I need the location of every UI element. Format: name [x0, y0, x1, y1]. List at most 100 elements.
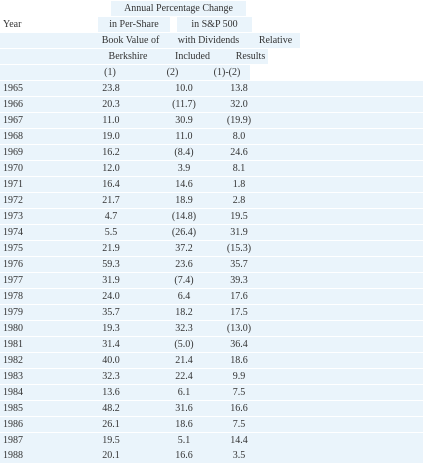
row-band: [0, 289, 423, 304]
row-band: [0, 337, 423, 352]
book-value-cell: 20.1: [102, 450, 120, 461]
table-row: 1987 19.5 5.1 14.4: [0, 433, 423, 449]
relative-cell: 16.6: [230, 403, 248, 414]
header-row-3: Book Value of with Dividends Relative: [0, 33, 423, 49]
header-col1-line2: Book Value of: [101, 35, 160, 46]
row-band: [0, 145, 423, 160]
year-cell: 1965: [3, 83, 23, 94]
table-row: 1971 16.4 14.6 1.8: [0, 177, 423, 193]
book-value-cell: 32.3: [102, 371, 120, 382]
book-value-cell: 31.9: [102, 275, 120, 286]
book-value-cell: 24.0: [102, 291, 120, 302]
sp500-cell: 18.2: [175, 307, 193, 318]
row-band: [0, 129, 423, 144]
header-row-4-band: [0, 49, 268, 64]
year-cell: 1976: [3, 259, 23, 270]
year-cell: 1975: [3, 243, 23, 254]
year-cell: 1973: [3, 211, 23, 222]
sp500-cell: 10.0: [175, 83, 193, 94]
header-row-5-band: [0, 65, 250, 80]
header-col1-num: (1): [104, 67, 116, 78]
year-cell: 1974: [3, 227, 23, 238]
relative-cell: 32.0: [230, 99, 248, 110]
header-col2-line2: with Dividends: [177, 35, 240, 46]
table-row: 1984 13.6 6.1 7.5: [0, 385, 423, 401]
relative-cell: 18.6: [230, 355, 248, 366]
relative-cell: 17.6: [230, 291, 248, 302]
relative-cell: (19.9): [226, 115, 252, 126]
book-value-cell: 11.0: [102, 115, 120, 126]
relative-cell: 39.3: [230, 275, 248, 286]
sp500-cell: 18.6: [175, 419, 193, 430]
relative-cell: 1.8: [232, 179, 246, 190]
sp500-cell: 5.1: [177, 435, 191, 446]
table-row: 1966 20.3 (11.7) 32.0: [0, 97, 423, 113]
sp500-cell: 30.9: [175, 115, 193, 126]
row-band: [0, 417, 423, 432]
row-band: [0, 401, 423, 416]
table-row: 1982 40.0 21.4 18.6: [0, 353, 423, 369]
sp500-cell: 21.4: [175, 355, 193, 366]
sp500-cell: 3.9: [177, 163, 191, 174]
row-band: [0, 369, 423, 384]
table-row: 1968 19.0 11.0 8.0: [0, 129, 423, 145]
year-cell: 1988: [3, 450, 23, 461]
relative-cell: 36.4: [230, 339, 248, 350]
book-value-cell: 20.3: [102, 99, 120, 110]
book-value-cell: 23.8: [102, 83, 120, 94]
year-cell: 1971: [3, 179, 23, 190]
year-cell: 1985: [3, 403, 23, 414]
row-band: [0, 209, 423, 224]
header-title: Annual Percentage Change: [111, 1, 246, 16]
table-row: 1975 21.9 37.2 (15.3): [0, 241, 423, 257]
year-cell: 1983: [3, 371, 23, 382]
header-col3-line3: Results: [235, 51, 266, 62]
table-row: 1974 5.5 (26.4) 31.9: [0, 225, 423, 241]
year-cell: 1968: [3, 131, 23, 142]
relative-cell: 13.8: [230, 83, 248, 94]
sp500-cell: 16.6: [175, 450, 193, 461]
book-value-cell: 4.7: [104, 211, 118, 222]
header-row-5: (1) (2) (1)-(2): [0, 65, 423, 81]
relative-cell: 31.9: [230, 227, 248, 238]
row-band: [0, 385, 423, 400]
header-col2-line1: in S&P 500: [177, 17, 252, 32]
table-row: 1983 32.3 22.4 9.9: [0, 369, 423, 385]
year-cell: 1972: [3, 195, 23, 206]
row-band: [0, 161, 423, 176]
book-value-cell: 19.3: [102, 323, 120, 334]
table-row: 1973 4.7 (14.8) 19.5: [0, 209, 423, 225]
relative-cell: (15.3): [226, 243, 252, 254]
sp500-cell: 18.9: [175, 195, 193, 206]
year-cell: 1969: [3, 147, 23, 158]
year-cell: 1970: [3, 163, 23, 174]
book-value-cell: 16.2: [102, 147, 120, 158]
row-band: [0, 353, 423, 368]
year-cell: 1977: [3, 275, 23, 286]
sp500-cell: 6.4: [177, 291, 191, 302]
book-value-cell: 35.7: [102, 307, 120, 318]
year-cell: 1984: [3, 387, 23, 398]
table-row: 1977 31.9 (7.4) 39.3: [0, 273, 423, 289]
year-cell: 1978: [3, 291, 23, 302]
table-row: 1988 20.1 16.6 3.5: [0, 448, 423, 464]
header-col3-line2: Relative: [258, 35, 293, 46]
sp500-cell: (14.8): [171, 211, 197, 222]
table-row: 1986 26.1 18.6 7.5: [0, 417, 423, 433]
book-value-cell: 48.2: [102, 403, 120, 414]
relative-cell: 24.6: [230, 147, 248, 158]
row-band: [0, 241, 423, 256]
sp500-cell: 37.2: [175, 243, 193, 254]
row-band: [0, 257, 423, 272]
row-band: [0, 193, 423, 208]
sp500-cell: (11.7): [172, 99, 196, 110]
table-row: 1985 48.2 31.6 16.6: [0, 401, 423, 417]
header-row-3-band: [0, 33, 300, 48]
sp500-cell: 32.3: [175, 323, 193, 334]
sp500-cell: 6.1: [177, 387, 191, 398]
table-row: 1970 12.0 3.9 8.1: [0, 161, 423, 177]
header-row-2: Year in Per-Share in S&P 500: [0, 17, 423, 33]
sp500-cell: 31.6: [175, 403, 193, 414]
relative-cell: 7.5: [232, 419, 246, 430]
year-cell: 1987: [3, 435, 23, 446]
